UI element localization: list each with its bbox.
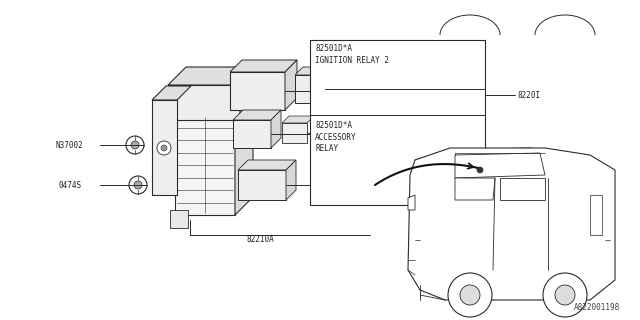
Bar: [175, 115, 235, 215]
Polygon shape: [282, 116, 314, 123]
Bar: [238, 170, 286, 200]
Polygon shape: [415, 185, 605, 285]
Text: 8220I: 8220I: [518, 91, 541, 100]
Polygon shape: [415, 148, 590, 190]
Circle shape: [543, 273, 587, 317]
Polygon shape: [233, 110, 281, 120]
Polygon shape: [168, 67, 258, 85]
Bar: [152, 100, 177, 195]
Circle shape: [448, 273, 492, 317]
Text: RELAY: RELAY: [315, 143, 338, 153]
Circle shape: [161, 145, 167, 151]
Circle shape: [157, 141, 171, 155]
Polygon shape: [152, 86, 191, 100]
Polygon shape: [286, 160, 296, 200]
Circle shape: [460, 285, 480, 305]
Text: 82501D*A: 82501D*A: [315, 44, 352, 52]
Bar: [168, 85, 240, 120]
Circle shape: [555, 285, 575, 305]
Polygon shape: [235, 97, 253, 215]
Text: A822001198: A822001198: [573, 303, 620, 312]
Polygon shape: [285, 60, 297, 110]
Text: N37002: N37002: [55, 140, 83, 149]
Polygon shape: [230, 60, 297, 72]
Bar: [310, 40, 485, 205]
Text: 82210A: 82210A: [246, 236, 274, 244]
Bar: [295, 75, 325, 103]
Circle shape: [134, 181, 142, 189]
Circle shape: [477, 167, 483, 173]
Bar: [282, 123, 307, 143]
Bar: [170, 210, 188, 228]
Polygon shape: [271, 110, 281, 148]
Polygon shape: [408, 195, 415, 210]
Polygon shape: [500, 178, 545, 200]
Circle shape: [129, 176, 147, 194]
Circle shape: [131, 141, 139, 149]
Polygon shape: [295, 67, 333, 75]
Circle shape: [126, 136, 144, 154]
Text: 0474S: 0474S: [58, 180, 81, 189]
Text: 82501D*A: 82501D*A: [315, 121, 352, 130]
Polygon shape: [175, 97, 253, 115]
Polygon shape: [325, 67, 333, 103]
Text: IGNITION RELAY 2: IGNITION RELAY 2: [315, 55, 389, 65]
Bar: [233, 120, 271, 148]
Polygon shape: [238, 160, 296, 170]
Bar: [590, 195, 602, 235]
Polygon shape: [240, 67, 258, 120]
Bar: [230, 72, 285, 110]
Polygon shape: [408, 148, 615, 300]
Polygon shape: [455, 178, 495, 200]
Text: ACCESSORY: ACCESSORY: [315, 132, 356, 141]
Polygon shape: [455, 153, 545, 178]
